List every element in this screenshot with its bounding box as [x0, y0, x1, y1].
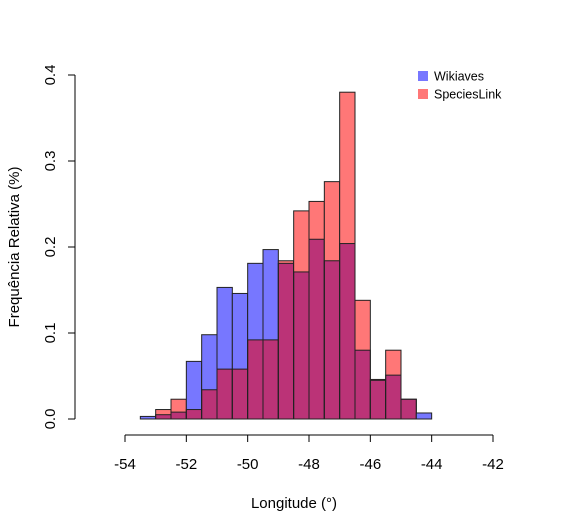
- x-tick-label: -48: [298, 456, 320, 473]
- bar-specieslink: [293, 210, 309, 272]
- x-tick-label: -50: [237, 456, 259, 473]
- bar-overlap: [278, 263, 294, 419]
- bar-overlap: [401, 399, 417, 419]
- legend-swatch-wikiaves: [418, 71, 428, 81]
- bar-overlap: [385, 375, 401, 419]
- bar-overlap: [324, 260, 340, 419]
- y-tick-label: 0.1: [42, 323, 59, 344]
- bar-specieslink: [324, 181, 340, 261]
- x-tick-label: -54: [114, 456, 136, 473]
- bar-overlap: [247, 339, 263, 419]
- bar-overlap: [217, 369, 233, 419]
- bar-specieslink: [155, 409, 171, 415]
- bar-outline-wikiaves: [415, 412, 433, 420]
- legend: Wikiaves SpeciesLink: [418, 70, 502, 102]
- bar-wikiaves: [416, 412, 432, 419]
- x-tick-label: -44: [421, 456, 443, 473]
- y-tick-label: 0.3: [42, 151, 59, 172]
- bar-overlap: [232, 369, 248, 419]
- bar-wikiaves: [217, 287, 233, 370]
- y-tick-label: 0.0: [42, 409, 59, 430]
- bar-specieslink: [309, 201, 325, 240]
- bar-specieslink: [385, 350, 401, 376]
- bar-outline-specieslink: [400, 398, 417, 420]
- bar-overlap: [339, 243, 355, 419]
- y-axis: 0.0 0.1 0.2 0.3 0.4: [42, 65, 76, 430]
- bar-specieslink: [339, 92, 355, 244]
- y-axis-title: Frequência Relativa (%): [6, 167, 23, 328]
- bar-overlap: [263, 339, 279, 419]
- x-tick-label: -46: [359, 456, 381, 473]
- bar-wikiaves: [186, 361, 202, 410]
- x-axis-title: Longitude (°): [251, 495, 337, 512]
- legend-label-specieslink: SpeciesLink: [434, 88, 502, 102]
- bar-overlap: [309, 239, 325, 419]
- bar-overlap: [355, 350, 371, 419]
- legend-label-wikiaves: Wikiaves: [434, 70, 484, 84]
- bar-outline-specieslink: [385, 349, 402, 420]
- bar-overlap: [201, 389, 217, 419]
- x-tick-label: -52: [175, 456, 197, 473]
- y-tick-label: 0.2: [42, 237, 59, 258]
- bar-overlap: [155, 414, 171, 419]
- bar-specieslink: [171, 399, 187, 413]
- x-tick-label: -42: [482, 456, 504, 473]
- bar-overlap: [293, 271, 309, 419]
- legend-swatch-specieslink: [418, 89, 428, 99]
- bar-specieslink: [355, 300, 371, 351]
- bar-wikiaves: [263, 249, 279, 340]
- bar-outline-specieslink: [339, 91, 356, 420]
- bar-wikiaves: [247, 263, 263, 340]
- bars-layer: [139, 91, 433, 420]
- bar-wikiaves: [201, 334, 217, 390]
- bar-wikiaves: [232, 293, 248, 370]
- bar-overlap: [171, 412, 187, 419]
- bar-overlap: [186, 409, 202, 419]
- bar-wikiaves: [140, 416, 156, 419]
- bar-outline-specieslink: [354, 299, 371, 420]
- x-axis: -54 -52 -50 -48 -46 -44 -42: [114, 434, 504, 473]
- bar-overlap: [370, 380, 386, 419]
- y-tick-label: 0.4: [42, 65, 59, 86]
- bar-specieslink: [278, 260, 294, 264]
